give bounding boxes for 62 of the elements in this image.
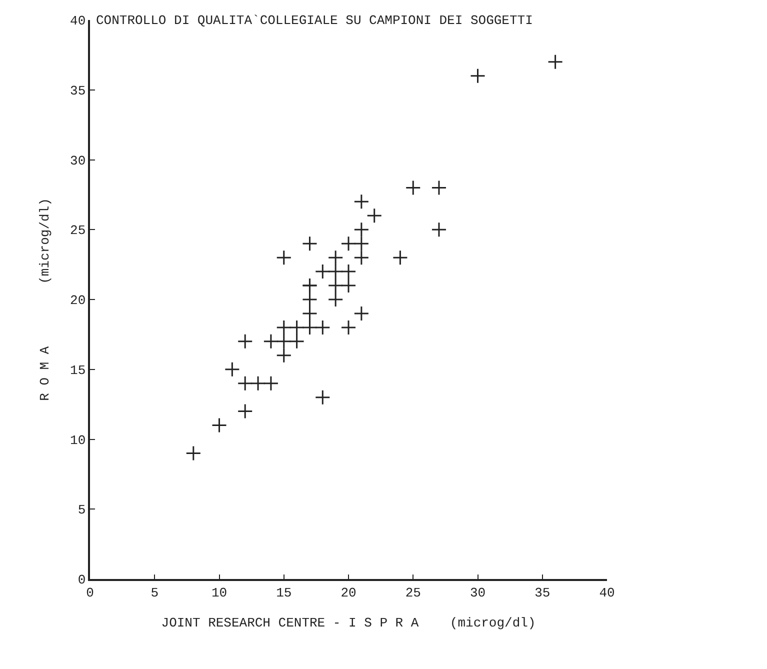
x-tick-label: 40	[599, 585, 615, 600]
y-tick-label: 15	[70, 362, 86, 378]
point	[354, 250, 370, 266]
point	[340, 320, 356, 336]
point	[328, 250, 344, 266]
y-tick-label: 5	[78, 502, 86, 518]
point	[276, 334, 292, 350]
point	[470, 68, 486, 84]
point	[289, 320, 305, 336]
x-tick-label: 25	[405, 585, 421, 600]
point	[328, 292, 344, 308]
point	[224, 362, 240, 378]
y-tick-label: 25	[70, 223, 86, 238]
point	[340, 278, 356, 294]
x-tick-label: 20	[340, 585, 356, 600]
point	[340, 264, 356, 280]
point	[314, 390, 330, 406]
point	[366, 208, 382, 224]
point	[250, 376, 266, 392]
point	[431, 180, 447, 196]
point	[212, 418, 227, 434]
point	[263, 334, 279, 350]
y-tick-label: 35	[70, 83, 86, 98]
point	[302, 306, 318, 322]
y-tick-label: 20	[70, 293, 86, 308]
y-axis-title: R O M A (microg/dl)	[37, 198, 52, 401]
point	[314, 320, 330, 336]
x-tick-label: 15	[276, 585, 292, 600]
point	[354, 236, 370, 252]
point	[314, 264, 330, 280]
y-tick-label: 30	[70, 153, 86, 168]
x-axis-title: JOINT RESEARCH CENTRE - I S P R A (microg/dl)	[161, 615, 536, 630]
point	[186, 445, 202, 461]
point	[328, 278, 344, 294]
point	[392, 250, 408, 266]
x-tick-label: 35	[534, 585, 550, 600]
point	[302, 236, 318, 252]
point	[340, 236, 356, 252]
point	[354, 222, 370, 238]
point	[354, 194, 370, 210]
x-tick-label: 30	[470, 585, 486, 600]
point	[289, 334, 305, 350]
point	[276, 320, 292, 336]
point	[237, 376, 253, 392]
x-tick-label: 5	[150, 585, 159, 600]
point	[302, 292, 318, 308]
chart-title: CONTROLLO DI QUALITA`COLLEGIALE SU CAMPIONI DEI SOGGETTI	[96, 13, 533, 28]
point	[328, 264, 344, 280]
x-tick-label: 10	[211, 585, 228, 600]
point	[548, 54, 564, 70]
y-tick-label: 10	[70, 432, 86, 448]
point	[354, 306, 370, 322]
point	[276, 250, 292, 266]
point	[237, 404, 253, 420]
point	[237, 334, 253, 350]
point	[263, 376, 279, 392]
point	[276, 348, 292, 364]
point	[405, 180, 421, 196]
point	[302, 320, 318, 336]
y-tick-label: 40	[70, 14, 86, 29]
point	[431, 222, 447, 238]
y-tick-label: 0	[78, 572, 86, 588]
